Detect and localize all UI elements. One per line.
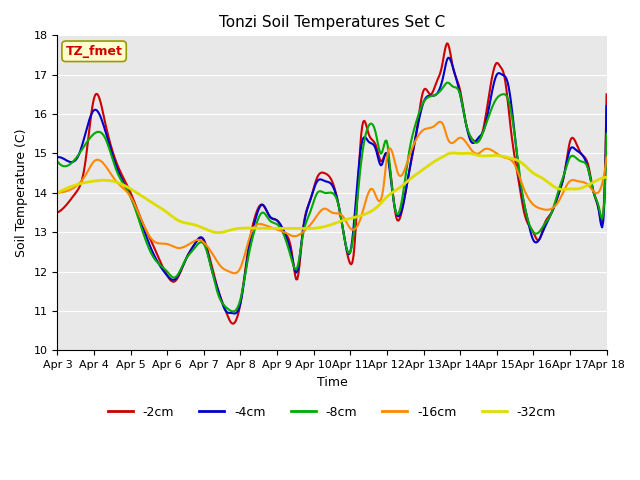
-2cm xyxy=(228,321,236,326)
-2cm xyxy=(603,92,611,97)
-2cm xyxy=(506,116,513,122)
-16cm xyxy=(592,190,600,196)
-16cm xyxy=(436,119,444,125)
-8cm xyxy=(592,195,600,201)
-32cm xyxy=(506,155,513,161)
Text: TZ_fmet: TZ_fmet xyxy=(66,45,122,58)
-8cm xyxy=(230,309,237,314)
Line: -8cm: -8cm xyxy=(58,83,607,312)
-4cm xyxy=(381,151,389,156)
-16cm xyxy=(506,156,513,162)
Line: -2cm: -2cm xyxy=(58,43,607,324)
-32cm xyxy=(352,214,360,220)
-4cm xyxy=(319,177,326,183)
-4cm xyxy=(54,155,61,160)
-8cm xyxy=(444,80,452,85)
-2cm xyxy=(319,170,326,176)
-32cm xyxy=(592,178,600,184)
-16cm xyxy=(603,155,611,160)
-32cm xyxy=(319,224,326,230)
-16cm xyxy=(316,210,323,216)
-2cm xyxy=(592,196,600,202)
X-axis label: Time: Time xyxy=(317,376,348,389)
-16cm xyxy=(352,226,360,231)
Legend: -2cm, -4cm, -8cm, -16cm, -32cm: -2cm, -4cm, -8cm, -16cm, -32cm xyxy=(103,401,561,424)
Line: -4cm: -4cm xyxy=(58,58,607,313)
-16cm xyxy=(231,270,239,276)
-2cm xyxy=(316,171,323,177)
-2cm xyxy=(54,210,61,216)
-32cm xyxy=(316,225,323,230)
-16cm xyxy=(381,168,389,173)
-8cm xyxy=(54,158,61,164)
-32cm xyxy=(449,150,456,156)
-2cm xyxy=(381,151,389,156)
Title: Tonzi Soil Temperatures Set C: Tonzi Soil Temperatures Set C xyxy=(219,15,445,30)
-8cm xyxy=(319,189,326,195)
-32cm xyxy=(381,195,389,201)
Y-axis label: Soil Temperature (C): Soil Temperature (C) xyxy=(15,129,28,257)
-8cm xyxy=(381,138,389,144)
-4cm xyxy=(231,311,239,316)
-4cm xyxy=(603,103,611,109)
-8cm xyxy=(506,102,513,108)
-16cm xyxy=(54,190,61,196)
-4cm xyxy=(444,55,452,60)
-8cm xyxy=(352,213,360,219)
-2cm xyxy=(443,40,451,46)
-4cm xyxy=(352,201,360,206)
-8cm xyxy=(316,188,323,194)
-32cm xyxy=(603,174,611,180)
-8cm xyxy=(603,131,611,137)
-4cm xyxy=(506,90,513,96)
Line: -32cm: -32cm xyxy=(58,153,607,233)
-4cm xyxy=(316,177,323,182)
-4cm xyxy=(592,195,600,201)
Line: -16cm: -16cm xyxy=(58,122,607,273)
-16cm xyxy=(319,206,326,212)
-32cm xyxy=(214,230,222,236)
-2cm xyxy=(352,226,360,232)
-32cm xyxy=(54,190,61,196)
